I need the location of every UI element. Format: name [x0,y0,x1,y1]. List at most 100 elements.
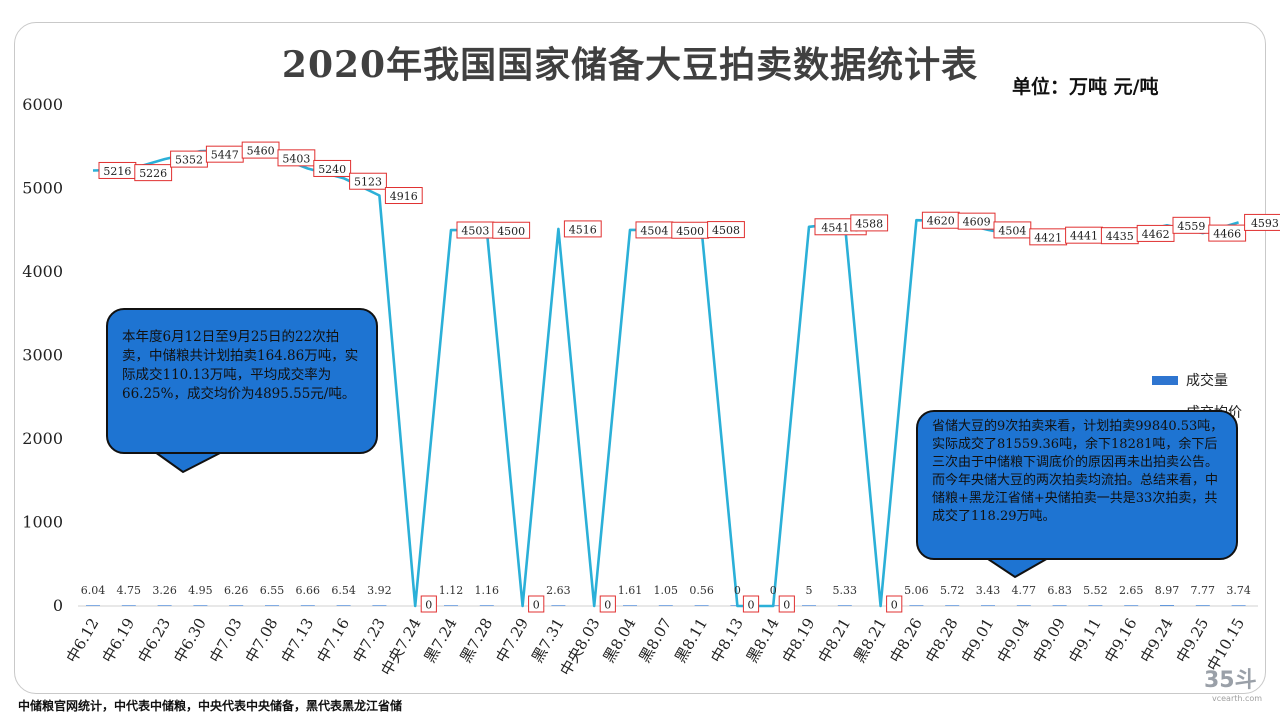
volume-data-label: 1.12 [439,584,464,597]
x-tick-label: 中7.03 [206,615,246,666]
price-data-label: 5403 [282,152,310,165]
price-data-label: 4588 [855,217,883,230]
price-label-box [1244,213,1280,231]
x-tick-label: 中6.30 [170,615,210,666]
price-data-label: 4441 [1070,230,1098,243]
volume-data-label: 5.06 [904,584,929,597]
volume-bar [551,605,566,606]
volume-bar [229,605,244,606]
x-tick-label: 中7.13 [277,615,317,666]
price-data-label: 0 [604,599,611,612]
volume-bar [623,605,637,606]
price-data-label: 5123 [354,176,382,189]
x-tick-label: 黑8.21 [850,615,890,666]
x-tick-label: 黑8.04 [600,615,640,666]
volume-bar [1195,605,1210,606]
volume-bar [300,605,315,606]
volume-data-label: 3.26 [152,584,177,597]
price-data-label: 4466 [1213,228,1241,241]
price-data-label: 4508 [712,224,740,237]
volume-bar [1231,605,1246,606]
x-tick-label: 中8.19 [779,615,819,666]
price-data-label: 5352 [175,154,203,167]
volume-bar [121,605,136,606]
x-tick-label: 中8.28 [922,615,962,666]
volume-bar [694,605,709,606]
price-data-label: 4609 [963,216,991,229]
legend-item-volume: 成交量 [1152,364,1242,396]
volume-data-label: 6.26 [224,584,249,597]
volume-data-label: 3.43 [976,584,1001,597]
price-label-box [778,595,795,613]
price-data-label: 5460 [247,145,275,158]
price-data-label: 4620 [927,215,955,228]
price-data-label: 5447 [211,149,239,162]
price-data-label: 5240 [318,163,346,176]
volume-bar [1052,605,1067,606]
volume-data-label: 6.54 [331,584,356,597]
volume-bar [265,605,279,606]
volume-data-label: 3.92 [367,584,392,597]
chart-title: 2020年我国国家储备大豆拍卖数据统计表 [281,44,979,86]
y-tick-label: 5000 [22,179,63,198]
footnote: 中储粮官网统计，中代表中储粮，中央代表中央储备，黑代表黑龙江省储 [18,699,403,713]
y-tick-label: 0 [53,596,63,615]
price-label-box [313,159,352,177]
legend-label-volume: 成交量 [1186,373,1228,389]
volume-bar [86,605,100,606]
y-tick-label: 1000 [22,513,63,532]
volume-bar [193,605,208,606]
volume-bar [981,605,995,606]
x-tick-label: 中9.01 [958,615,998,666]
volume-bar [909,605,924,606]
price-label-box [528,595,545,613]
volume-data-label: 2.65 [1119,584,1144,597]
volume-data-label: 6.83 [1047,584,1072,597]
volume-bar [1088,605,1103,606]
price-label-box [742,595,760,613]
volume-bar [372,605,387,606]
volume-bar [336,605,351,606]
volume-bar [658,605,673,606]
volume-data-label: 0 [734,584,741,597]
x-tick-label: 中7.16 [313,615,353,666]
volume-data-label: 3.74 [1226,584,1251,597]
x-tick-label: 黑8.07 [635,615,675,666]
volume-bar [945,605,960,606]
callout-left-annotation: 本年度6月12日至9月25日的22次拍卖，中储粮共计划拍卖164.86万吨，实际… [106,308,378,454]
watermark-logo: 35斗 [1204,668,1257,693]
price-data-label: 4435 [1106,230,1134,243]
volume-data-label: 8.97 [1155,584,1180,597]
price-label-box [563,220,602,238]
price-label-box [349,172,387,190]
volume-data-label: 2.63 [546,584,571,597]
volume-data-label: 7.77 [1191,584,1216,597]
y-tick-label: 3000 [22,346,63,365]
x-tick-label: 中7.08 [242,615,282,666]
watermark-url: vcearth.com [1212,694,1263,703]
volume-data-label: 5 [806,584,813,597]
x-tick-label: 中8.13 [707,615,747,666]
price-data-label: 4500 [676,225,704,238]
price-data-label: 4916 [390,190,418,203]
legend-swatch-volume [1152,375,1178,385]
price-label-box [886,595,903,613]
volume-bar [1016,605,1031,606]
price-label-box [384,187,423,205]
volume-bar [444,605,458,606]
price-data-label: 4516 [569,223,597,236]
x-tick-label: 中7.23 [349,615,389,666]
y-tick-label: 6000 [22,95,63,114]
x-tick-label: 中6.12 [63,615,103,666]
volume-bar [479,605,494,606]
price-data-label: 4462 [1142,228,1170,241]
price-data-label: 4503 [461,224,489,237]
price-data-label: 4504 [640,224,668,237]
volume-data-label: 6.66 [296,584,321,597]
callout-right-tail [981,556,1054,579]
price-data-label: 0 [533,599,540,612]
volume-bar [1160,605,1174,606]
volume-bar [157,605,172,606]
volume-data-label: 6.04 [81,584,106,597]
unit-label: 单位：万吨 元/吨 [1012,76,1159,98]
